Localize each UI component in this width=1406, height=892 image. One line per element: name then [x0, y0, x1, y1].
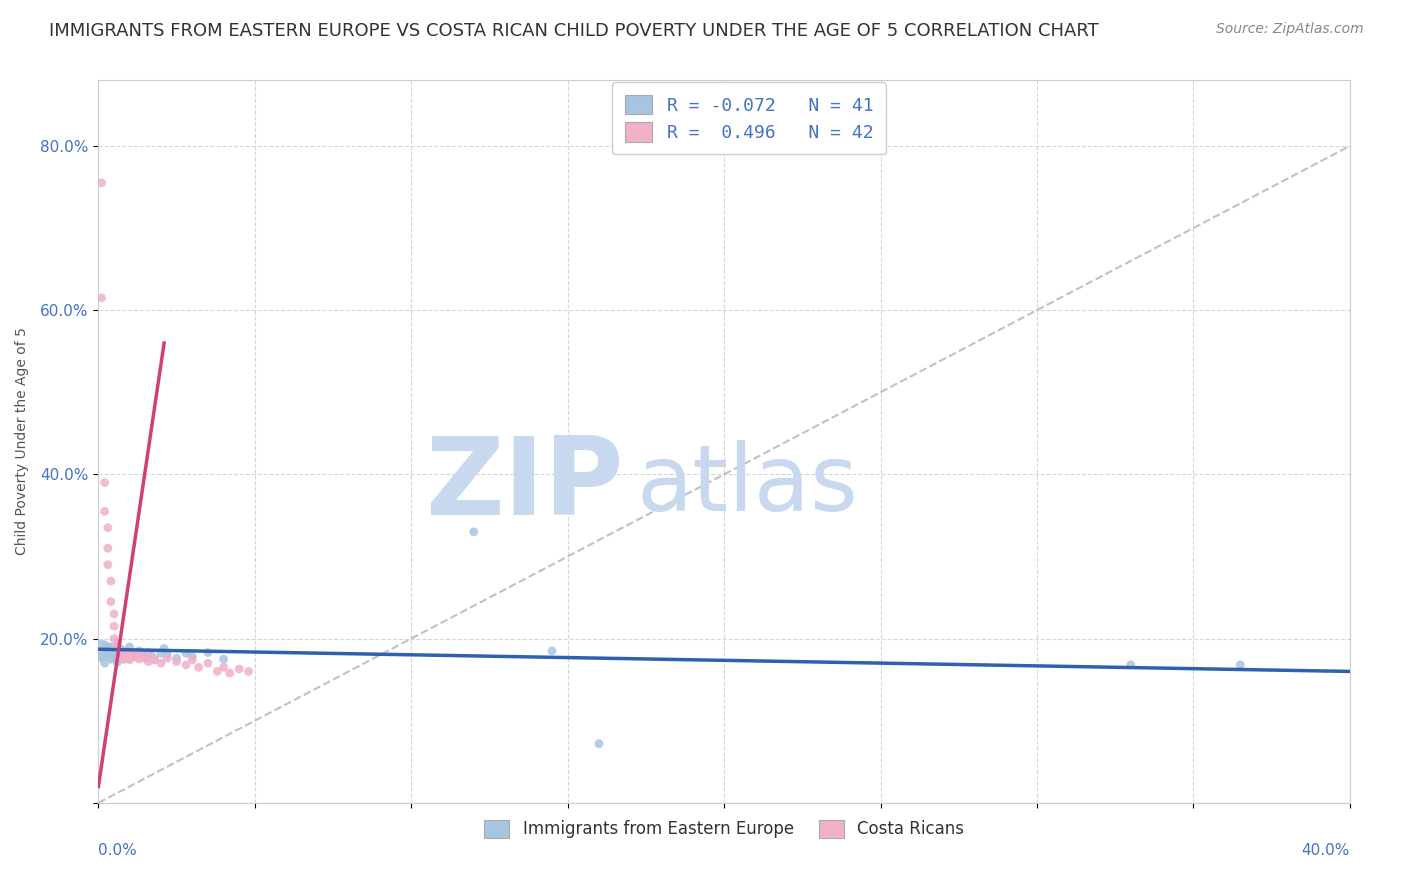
Point: [103, 646, 125, 660]
Point: [110, 648, 132, 662]
Point: [115, 646, 138, 660]
Point: [90, 644, 112, 658]
Point: [131, 648, 153, 662]
Text: atlas: atlas: [637, 440, 859, 530]
Point: [187, 660, 209, 674]
Point: [238, 665, 260, 679]
Point: [103, 619, 125, 633]
Point: [218, 666, 240, 681]
Point: [228, 662, 250, 676]
Point: [100, 594, 122, 608]
Point: [150, 646, 173, 660]
Point: [100, 640, 122, 654]
Point: [463, 524, 485, 539]
Point: [100, 652, 122, 666]
Point: [103, 632, 125, 646]
Point: [97, 541, 120, 556]
Text: 40.0%: 40.0%: [1302, 843, 1350, 857]
Legend: Immigrants from Eastern Europe, Costa Ricans: Immigrants from Eastern Europe, Costa Ri…: [478, 813, 970, 845]
Point: [103, 607, 125, 621]
Point: [97, 521, 120, 535]
Point: [197, 657, 219, 671]
Y-axis label: Child Poverty Under the Age of 5: Child Poverty Under the Age of 5: [15, 327, 30, 556]
Point: [197, 646, 219, 660]
Point: [181, 653, 204, 667]
Point: [110, 646, 132, 660]
Point: [93, 657, 115, 671]
Point: [110, 644, 132, 658]
Point: [143, 653, 166, 667]
Point: [93, 504, 115, 518]
Point: [105, 656, 128, 670]
Point: [138, 646, 160, 660]
Point: [141, 648, 163, 663]
Point: [141, 649, 163, 664]
Point: [1119, 657, 1142, 672]
Text: IMMIGRANTS FROM EASTERN EUROPE VS COSTA RICAN CHILD POVERTY UNDER THE AGE OF 5 C: IMMIGRANTS FROM EASTERN EUROPE VS COSTA …: [49, 22, 1099, 40]
Point: [118, 651, 141, 665]
Point: [138, 655, 160, 669]
Point: [121, 649, 143, 664]
Point: [90, 291, 112, 305]
Point: [112, 652, 135, 666]
Point: [212, 652, 235, 666]
Point: [212, 660, 235, 674]
Point: [97, 646, 120, 660]
Point: [93, 475, 115, 490]
Point: [541, 644, 564, 658]
Point: [150, 657, 173, 671]
Point: [128, 652, 150, 666]
Point: [128, 644, 150, 658]
Point: [97, 558, 120, 572]
Point: [118, 644, 141, 658]
Text: 0.0%: 0.0%: [98, 843, 138, 857]
Point: [174, 657, 197, 672]
Point: [121, 646, 143, 660]
Point: [115, 644, 138, 658]
Point: [174, 646, 197, 660]
Point: [131, 647, 153, 661]
Point: [105, 643, 128, 657]
Point: [166, 655, 188, 669]
Point: [105, 640, 128, 654]
Point: [588, 737, 610, 751]
Point: [97, 641, 120, 656]
Point: [112, 649, 135, 664]
Point: [134, 651, 156, 665]
Point: [100, 574, 122, 588]
Point: [143, 652, 166, 666]
Point: [118, 653, 141, 667]
Point: [156, 648, 179, 662]
Text: ZIP: ZIP: [426, 432, 624, 538]
Point: [110, 641, 132, 656]
Point: [112, 646, 135, 660]
Point: [103, 650, 125, 665]
Point: [125, 646, 148, 660]
Point: [153, 641, 176, 656]
Point: [1229, 657, 1251, 672]
Point: [93, 638, 115, 652]
Point: [112, 652, 135, 666]
Point: [166, 651, 188, 665]
Text: Source: ZipAtlas.com: Source: ZipAtlas.com: [1216, 22, 1364, 37]
Point: [207, 665, 229, 679]
Point: [115, 648, 138, 663]
Point: [118, 640, 141, 654]
Point: [134, 651, 156, 665]
Point: [105, 636, 128, 650]
Point: [156, 651, 179, 665]
Point: [90, 176, 112, 190]
Point: [115, 649, 138, 664]
Point: [125, 649, 148, 664]
Point: [181, 649, 204, 664]
Point: [90, 649, 112, 664]
